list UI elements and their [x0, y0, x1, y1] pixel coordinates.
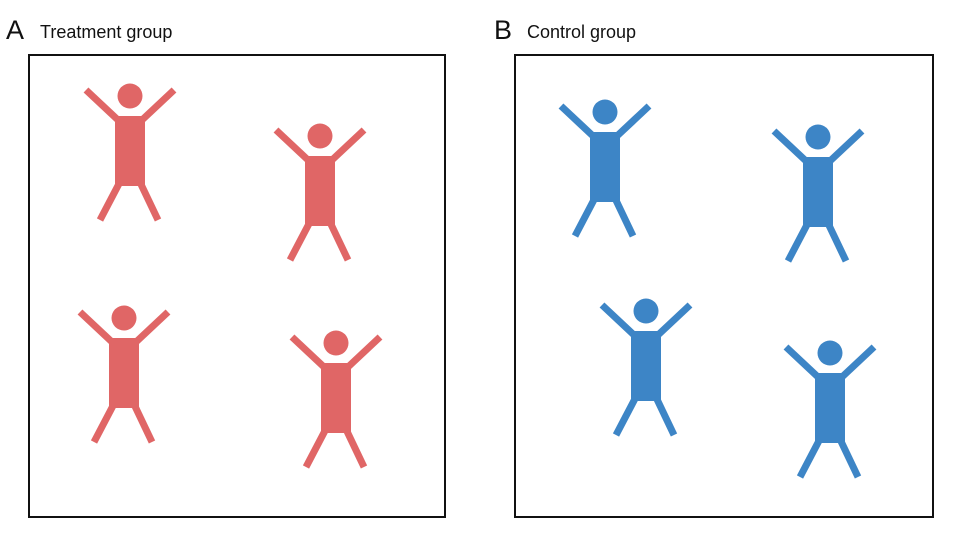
treatment-person-icon-4 [289, 330, 383, 469]
treatment-person-icon-3 [77, 305, 171, 444]
control-person-icon-3 [599, 298, 693, 437]
treatment-group-figures [77, 83, 383, 469]
control-person-icon-1 [558, 99, 652, 238]
panel-b-title: Control group [527, 22, 637, 42]
treatment-person-icon-2 [273, 123, 367, 262]
treatment-group-panel [28, 54, 446, 518]
control-person-icon-2 [771, 124, 865, 263]
control-person-icon-4 [783, 340, 877, 479]
panel-a-title: Treatment group [40, 22, 173, 42]
control-group-figures [558, 99, 877, 479]
panel-b-letter: B [494, 15, 513, 45]
treatment-person-icon-1 [83, 83, 177, 222]
panel-a-letter: A [6, 15, 25, 45]
